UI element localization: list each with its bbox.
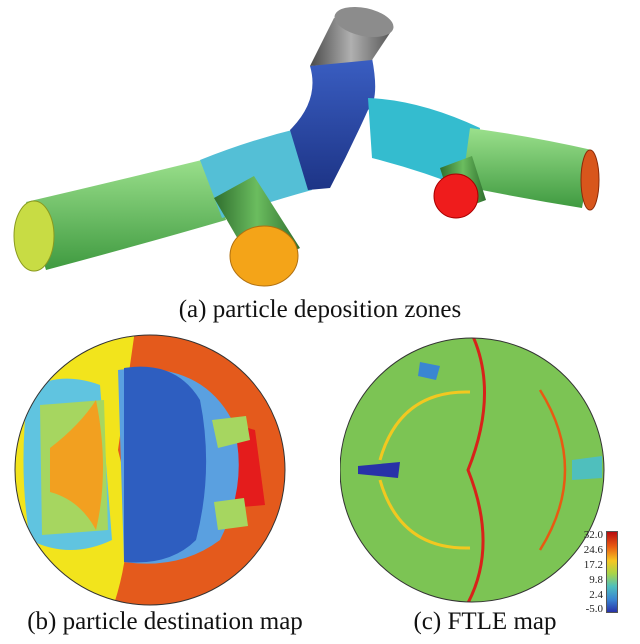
destination-map-figure [14, 334, 286, 606]
colorbar-tick: 2.4 [589, 589, 603, 601]
colorbar-tick: 17.2 [583, 559, 603, 571]
ftle-blue-streak-right [572, 456, 602, 480]
colorbar-tick: 9.8 [589, 574, 603, 586]
region-green-right [212, 416, 250, 448]
right-tube [462, 128, 592, 208]
right-tube-end [580, 149, 600, 211]
caption-b: (b) particle destination map [27, 608, 303, 635]
ftle-blue-streak-top [418, 362, 440, 380]
deposition-zones-figure [13, 6, 600, 287]
down-tube-end [229, 225, 299, 287]
colorbar-tick: -5.0 [585, 603, 603, 615]
trunk-end [334, 6, 394, 38]
colorbar-tick: 24.6 [583, 544, 603, 556]
ftle-ridge-center [462, 338, 486, 602]
right-small-tube-end [433, 173, 479, 219]
ftle-ridge-left [378, 390, 471, 550]
caption-a: (a) particle deposition zones [178, 296, 462, 323]
ftle-ridge-right [538, 389, 567, 551]
region-blue [124, 366, 207, 563]
left-tube [26, 158, 226, 270]
region-green-right-2 [214, 498, 248, 530]
caption-c: (c) FTLE map [413, 608, 557, 635]
junction-segment [290, 58, 376, 190]
colorbar-tick: 32.0 [583, 529, 603, 541]
ftle-colorbar [606, 531, 618, 613]
region-orange [50, 400, 103, 530]
left-tube-end [13, 200, 55, 272]
ftle-blue-streak-left [358, 462, 400, 478]
ftle-map-figure [340, 337, 605, 603]
